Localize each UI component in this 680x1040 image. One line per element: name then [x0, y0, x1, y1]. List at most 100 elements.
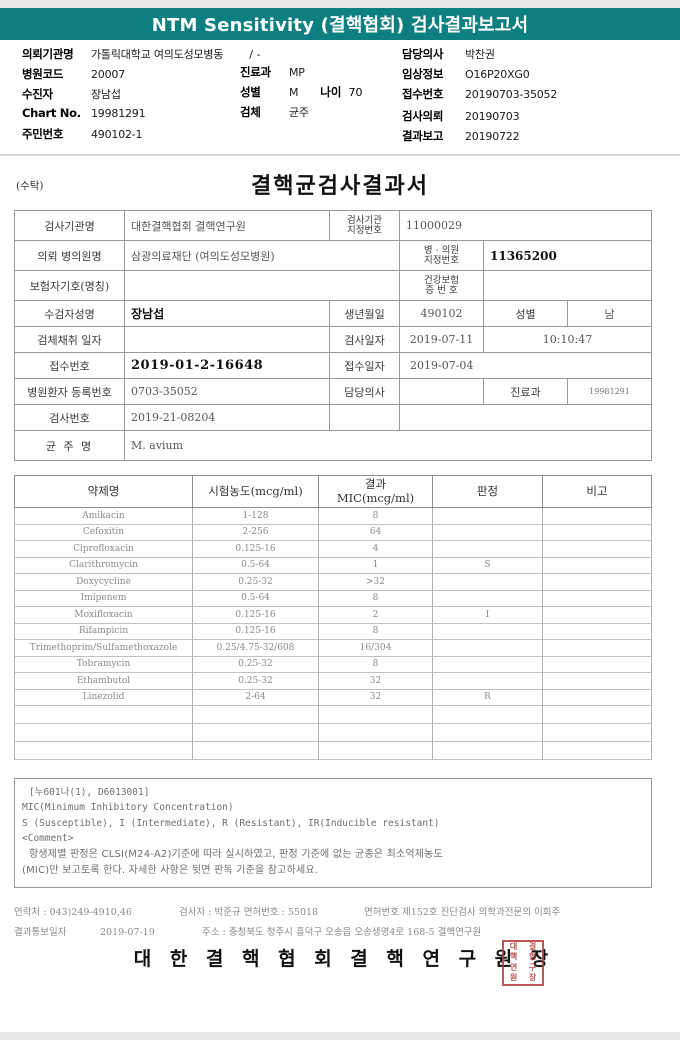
table-row: Cefoxitin 2-256 64	[14, 523, 652, 541]
field-chart-no: Chart No. 19981291	[22, 106, 260, 123]
row-value-2: 2019-07-04	[399, 352, 652, 379]
cell-note	[542, 606, 652, 624]
document-title: 결핵균검사결과서	[251, 173, 429, 199]
row-label-2: 접수일자	[329, 352, 400, 379]
row-value-2: 11365200	[483, 240, 652, 271]
field-age-label: 나이	[320, 85, 342, 99]
row-label: 수검자성명	[14, 300, 125, 327]
cell-mic	[318, 723, 433, 742]
row-label-2: 병 · 의원 지정번호	[399, 240, 484, 271]
cell-mic: 16/304	[318, 639, 433, 657]
cell-note	[542, 688, 652, 706]
footer-address: 주소 : 충청북도 청주시 흥덕구 오송읍 오송생명4로 168-5 결핵연구원	[202, 926, 482, 938]
field-value: O16P20XG0	[465, 68, 530, 81]
field-label: 병원코드	[22, 67, 64, 81]
row-label-2: 생년월일	[329, 300, 400, 327]
field-result-report-date: 결과보고 20190722	[402, 128, 557, 145]
specimen-info-table: 검사기관명 대한결핵협회 결핵연구원 검사기관 지정번호 11000029 의뢰 …	[14, 210, 652, 461]
cell-mic: >32	[318, 573, 433, 591]
cell-drug: Amikacin	[14, 507, 193, 525]
note-comment-tag: <Comment>	[22, 833, 74, 845]
cell-range: 1-128	[192, 507, 319, 525]
table-row: Tobramycin 0.25-32 8	[14, 655, 652, 673]
field-value: 가톨릭대학교 여의도성모병동	[91, 48, 224, 61]
col-header-result-line2: MIC(mcg/ml)	[336, 490, 415, 505]
table-row	[14, 741, 652, 760]
cell-interp	[432, 589, 543, 607]
col-header-drug-name: 약제명	[14, 475, 193, 508]
field-value: M	[289, 86, 299, 99]
col-header-interpretation: 판정	[432, 475, 543, 508]
document-body: (수탁) 결핵균검사결과서 검사기관명 대한결핵협회 결핵연구원 검사기관 지정번…	[0, 156, 680, 986]
field-reception-number: 접수번호 20190703-35052	[402, 86, 557, 103]
table-row: 검사번호 2019-21-08204	[14, 404, 652, 431]
table-row: 병원환자 등록번호 0703-35052 담당의사 진료과 19981291	[14, 378, 652, 405]
patient-header-column-right: 담당의사 박찬권 임상정보 O16P20XG0 접수번호 20190703-35…	[402, 46, 557, 148]
report-footer: 연락처 : 043)249-4910,46 검사자 : 박준규 면허번호 : 5…	[14, 904, 664, 986]
footer-license: 면허번호 제152호 진단검사 의학과전문의 이희주	[364, 906, 561, 918]
cell-note	[542, 741, 652, 760]
table-row: Linezolid 2-64 32 R	[14, 688, 652, 706]
field-value: 490102-1	[91, 128, 143, 141]
cell-note	[542, 540, 652, 558]
cell-range: 0.25-32	[192, 672, 319, 690]
cell-note	[542, 622, 652, 640]
cell-note	[542, 723, 652, 742]
table-row: 검사기관명 대한결핵협회 결핵연구원 검사기관 지정번호 11000029	[14, 210, 652, 241]
cell-drug: Ciprofloxacin	[14, 540, 193, 558]
footer-tester: 검사자 : 박준규 면허번호 : 55018	[179, 906, 319, 918]
cell-note	[542, 507, 652, 525]
field-resident-number: 주민번호 490102-1	[22, 126, 260, 143]
cell-drug: Cefoxitin	[14, 523, 193, 541]
field-age-value: 70	[348, 86, 363, 99]
drug-susceptibility-table: 약제명 시험농도(mcg/ml) 결과 MIC(mcg/ml) 판정 비고 Am…	[14, 475, 652, 760]
cell-mic	[318, 741, 433, 760]
row-label: 검체채취 일자	[14, 326, 125, 353]
cell-drug	[14, 741, 193, 760]
cell-interp	[432, 655, 543, 673]
cell-note	[542, 672, 652, 690]
consignment-label: (수탁)	[16, 180, 44, 192]
row-label: 의뢰 병의원명	[14, 240, 125, 271]
cell-note	[542, 589, 652, 607]
cell-range: 2-64	[192, 688, 319, 706]
table-row: Doxycycline 0.25-32 >32	[14, 573, 652, 591]
row-value-2: 490102	[399, 300, 484, 327]
field-value: 장남섭	[91, 88, 121, 101]
footer-report-date-label: 결과통보일자	[14, 926, 67, 938]
cell-drug: Rifampicin	[14, 622, 193, 640]
row-value	[124, 270, 400, 301]
row-label-2: 건강보험 증 번 호	[399, 270, 484, 301]
field-value: 20190722	[465, 130, 520, 143]
table-row: 균 주 명 M. avium	[14, 430, 652, 461]
page-title: NTM Sensitivity (결핵협회) 검사결과보고서	[151, 15, 529, 36]
table-row	[14, 723, 652, 742]
cell-range: 0.5-64	[192, 556, 319, 574]
row-value-3: 남	[567, 300, 652, 327]
field-test-request-date: 검사의뢰 20190703	[402, 108, 557, 125]
table-row: 의뢰 병의원명 삼광의료재단 (여의도성모병원) 병 · 의원 지정번호 1136…	[14, 240, 652, 271]
row-value-2	[399, 378, 484, 405]
cell-drug: Imipenem	[14, 589, 193, 607]
field-label: 주민번호	[22, 127, 64, 141]
row-value-2	[483, 270, 652, 301]
patient-header-column-middle: 진료과 MP 성별 M 나이 70 검체 균주	[240, 64, 362, 124]
note-comment-line-2: (MIC)만 보고토록 한다. 자세한 사항은 뒷면 판독 기준을 참고하세요.	[22, 864, 319, 876]
drug-table-body: Amikacin 1-128 8 Cefoxitin 2-256 64 Ciproflo…	[14, 507, 652, 760]
col-header-result-mic: 결과 MIC(mcg/ml)	[318, 475, 433, 508]
cell-mic: 32	[318, 688, 433, 706]
field-label: 진료과	[240, 65, 271, 79]
note-mic-definition: MIC(Minimum Inhibitory Concentration)	[22, 802, 234, 814]
row-label-3: 성별	[483, 300, 568, 327]
field-attending-doctor: 담당의사 박찬권	[402, 46, 557, 63]
field-specimen: 검체 균주	[240, 104, 362, 121]
table-row: Rifampicin 0.125-16 8	[14, 622, 652, 640]
cell-range: 0.25/4.75-32/608	[192, 639, 319, 657]
table-row: Imipenem 0.5-64 8	[14, 589, 652, 607]
cell-interp	[432, 741, 543, 760]
row-value: 삼광의료재단 (여의도성모병원)	[124, 240, 400, 271]
table-row: Ethambutol 0.25-32 32	[14, 672, 652, 690]
cell-range	[192, 741, 319, 760]
table-row: Ciprofloxacin 0.125-16 4	[14, 540, 652, 558]
